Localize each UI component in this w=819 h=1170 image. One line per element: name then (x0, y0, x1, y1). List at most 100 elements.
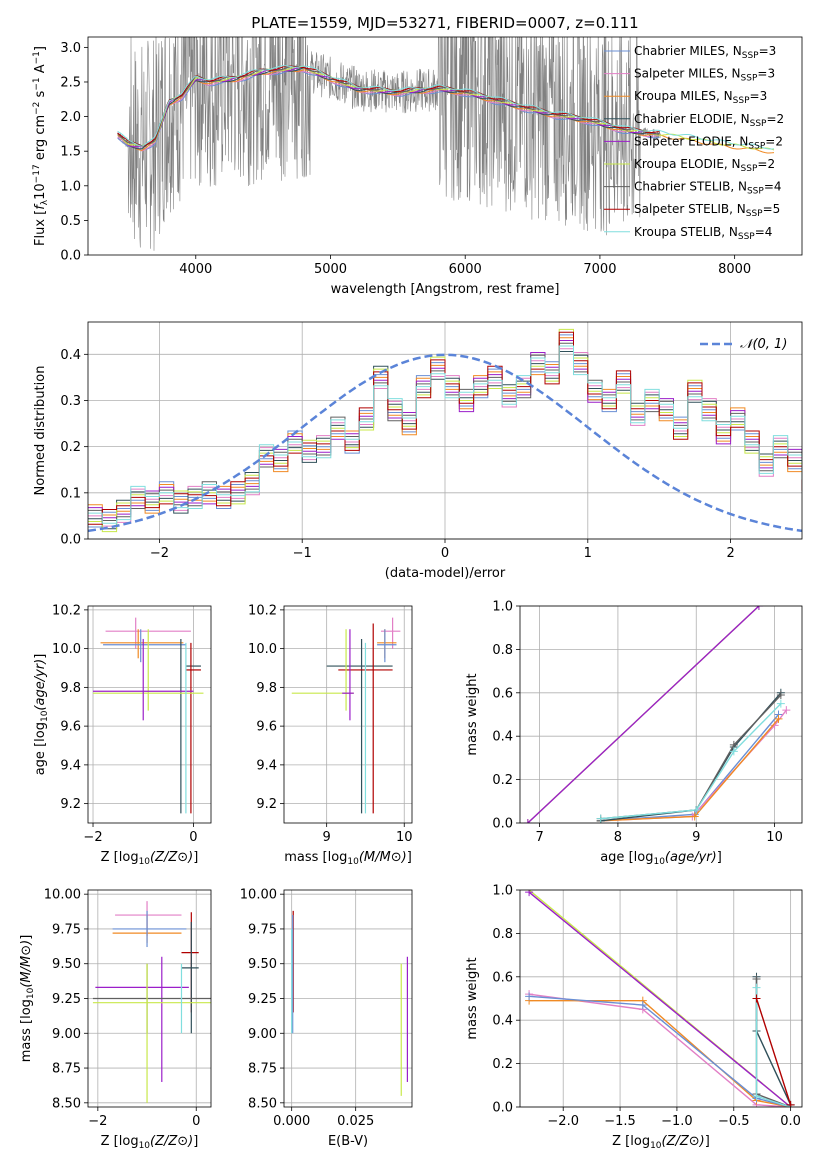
data-marker (754, 606, 763, 610)
axes-age-vs-z: −2 0 9.2 9.4 9.6 9.8 10.0 10.2 Z [log10(Z/Z⊙)] ag… (33, 603, 212, 867)
series-line (527, 606, 760, 823)
series-line (755, 998, 792, 1106)
errorbar-point (92, 963, 211, 1034)
legend-entry: 𝒩(0, 1) (740, 337, 787, 352)
y-tick-label: 8.75 (248, 1062, 277, 1077)
y-tick-label: 9.25 (52, 992, 81, 1007)
errorbar-point (181, 921, 199, 1034)
plot-area (291, 617, 401, 814)
x-tick-label: 9 (323, 830, 331, 845)
errorbar-point (115, 901, 182, 936)
data-marker (774, 714, 783, 723)
data-marker (729, 747, 738, 756)
y-axis-label: age [log10(age/yr)] (33, 654, 50, 776)
y-tick-label: 0.0 (60, 533, 81, 548)
legend-entry: Chabrier MILES, NSSP=3 (634, 44, 776, 61)
y-tick-label: 10.00 (44, 888, 81, 903)
data-marker (525, 992, 534, 1001)
axes-massweight-vs-age: 7 8 9 10 0.0 0.2 0.4 0.6 0.8 1.0 age [log10(age/yr… (465, 600, 803, 867)
x-axis-label: (data-model)/error (385, 566, 506, 581)
y-tick-label: 9.2 (256, 797, 277, 812)
y-tick-label: 9.8 (60, 681, 81, 696)
series-line (529, 995, 791, 1107)
data-marker (690, 812, 699, 821)
y-axis-label: Flux [fλ10−17 erg cm−2 s−1 A−1] (32, 46, 50, 246)
axes-mass-vs-ebv: 0.000 0.025 8.50 8.75 9.00 9.25 9.50 9.75 10.00 E… (240, 888, 413, 1149)
legend-entry: Salpeter MILES, NSSP=3 (634, 67, 775, 84)
legend-entry: Salpeter STELIB, NSSP=5 (634, 202, 780, 219)
y-tick-label: 10.00 (240, 888, 277, 903)
y-tick-label: 0.4 (492, 730, 513, 745)
errorbar-point (92, 963, 211, 1103)
histogram-step (88, 348, 802, 527)
x-axis-label: Z [log10(Z/Z⊙)] (101, 1134, 199, 1151)
errorbar-point (342, 629, 354, 721)
y-axis-label: mass [log10(M/M⊙)] (19, 935, 36, 1063)
x-axis-label: Z [log10(Z/Z⊙)] (101, 850, 199, 867)
y-tick-label: 0.3 (60, 394, 81, 409)
axes-frame (87, 36, 803, 256)
y-tick-label: 9.00 (248, 1027, 277, 1042)
legend-entry: Kroupa STELIB, NSSP=4 (634, 225, 772, 242)
plot-area (88, 328, 802, 533)
data-marker (776, 690, 785, 699)
histogram-step (88, 351, 802, 530)
axes-frame (87, 889, 212, 1108)
x-tick-label: −1.0 (661, 1114, 693, 1129)
y-tick-label: 10.0 (52, 642, 81, 657)
errorbar-point (103, 629, 186, 663)
histogram-step (88, 345, 802, 524)
errorbar-point (93, 638, 194, 721)
errorbar-point (377, 629, 397, 659)
data-marker (786, 1100, 795, 1107)
axes-frame (519, 889, 803, 1108)
y-tick-label: 9.4 (256, 758, 277, 773)
axes-mass-vs-z: −2 0 8.50 8.75 9.00 9.25 9.50 9.75 10.00 Z [log10… (19, 888, 212, 1151)
y-tick-label: 9.50 (248, 957, 277, 972)
x-tick-label: −1.5 (604, 1114, 636, 1129)
y-tick-label: 10.2 (52, 603, 81, 618)
errorbar-point (93, 629, 204, 711)
x-tick-label: −0.5 (718, 1114, 750, 1129)
legend-entry: Chabrier STELIB, NSSP=4 (634, 180, 782, 197)
y-tick-label: 9.75 (248, 922, 277, 937)
series-line (529, 993, 791, 1107)
errorbar-point (377, 629, 397, 663)
x-tick-label: −2.0 (547, 1114, 579, 1129)
y-tick-label: 0.8 (492, 927, 513, 942)
y-tick-label: 0.4 (492, 1014, 513, 1029)
x-axis-label: E(B-V) (328, 1134, 368, 1149)
data-marker (752, 994, 761, 1003)
errorbar-point (112, 910, 187, 948)
plot-area (93, 617, 204, 814)
axes-frame (519, 605, 803, 824)
model-line (117, 65, 775, 151)
errorbar-point (180, 638, 201, 814)
y-axis-label: Normed distribution (33, 366, 48, 496)
x-tick-label: 8 (614, 830, 622, 845)
y-tick-label: 10.0 (248, 642, 277, 657)
plot-area (525, 890, 795, 1107)
y-tick-label: 0.8 (492, 643, 513, 658)
x-axis-label: age [log10(age/yr)] (600, 850, 722, 867)
errorbar-point (326, 638, 393, 814)
chart-title: PLATE=1559, MJD=53271, FIBERID=0007, z=0… (251, 14, 638, 32)
x-tick-label: −1 (293, 546, 312, 561)
plot-area (117, 37, 775, 251)
x-tick-label: 6000 (449, 262, 482, 277)
data-marker (596, 814, 605, 823)
x-tick-label: −2 (88, 1114, 107, 1129)
x-tick-label: 7 (535, 830, 543, 845)
legend-entry: Chabrier ELODIE, NSSP=2 (634, 112, 784, 129)
data-marker (782, 706, 791, 715)
y-tick-label: 8.75 (52, 1062, 81, 1077)
plot-area (291, 910, 408, 1096)
x-tick-label: 7000 (583, 262, 616, 277)
y-tick-label: 9.00 (52, 1027, 81, 1042)
series-line (600, 694, 782, 820)
errorbar-point (380, 617, 401, 649)
y-tick-label: 2.5 (60, 75, 81, 90)
y-tick-label: 9.6 (256, 720, 277, 735)
plot-area (92, 901, 211, 1103)
